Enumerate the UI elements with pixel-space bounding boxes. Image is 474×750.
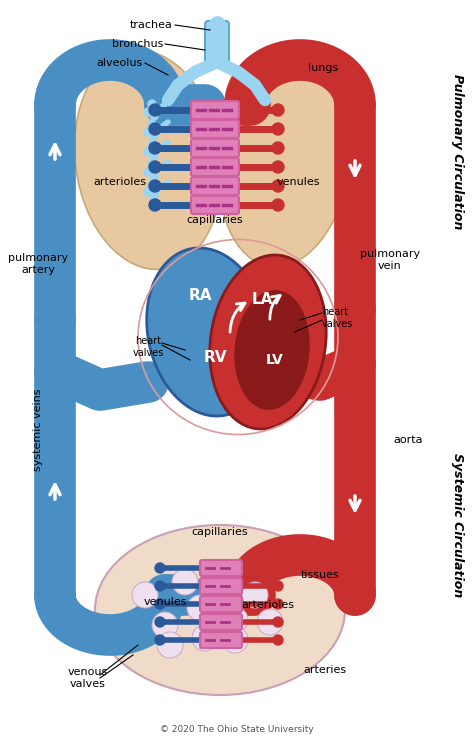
Text: venules: venules <box>143 597 187 607</box>
Circle shape <box>155 617 165 627</box>
Text: pulmonary
artery: pulmonary artery <box>8 254 68 274</box>
Circle shape <box>150 152 158 160</box>
Circle shape <box>273 563 283 573</box>
Circle shape <box>149 123 161 135</box>
Text: pulmonary
vein: pulmonary vein <box>360 249 420 271</box>
Text: venules: venules <box>276 177 320 187</box>
FancyBboxPatch shape <box>200 614 242 630</box>
Ellipse shape <box>234 290 310 410</box>
Circle shape <box>222 627 248 653</box>
Circle shape <box>192 625 218 651</box>
Text: LA: LA <box>251 292 273 308</box>
Circle shape <box>187 595 213 621</box>
Text: capillaries: capillaries <box>191 527 248 537</box>
Circle shape <box>157 632 183 658</box>
FancyBboxPatch shape <box>191 101 239 119</box>
Circle shape <box>144 148 152 156</box>
Circle shape <box>150 132 158 140</box>
Circle shape <box>132 582 158 608</box>
Circle shape <box>150 172 158 180</box>
Circle shape <box>152 612 178 638</box>
Circle shape <box>155 563 165 573</box>
Circle shape <box>155 635 165 645</box>
Circle shape <box>149 104 161 116</box>
FancyBboxPatch shape <box>200 578 242 594</box>
Circle shape <box>148 160 156 168</box>
Ellipse shape <box>95 525 345 695</box>
Text: trachea: trachea <box>130 20 173 30</box>
Text: arteries: arteries <box>303 665 346 675</box>
Circle shape <box>272 123 284 135</box>
Circle shape <box>272 199 284 211</box>
Circle shape <box>149 199 161 211</box>
Circle shape <box>150 112 158 120</box>
Circle shape <box>273 635 283 645</box>
Text: alveolus: alveolus <box>97 58 143 68</box>
Text: tissues: tissues <box>301 570 339 580</box>
Text: heart
valves: heart valves <box>322 308 354 328</box>
FancyBboxPatch shape <box>205 21 229 65</box>
Circle shape <box>222 607 248 633</box>
Circle shape <box>155 599 165 609</box>
FancyBboxPatch shape <box>191 196 239 214</box>
Circle shape <box>148 180 156 188</box>
Ellipse shape <box>219 53 351 267</box>
FancyBboxPatch shape <box>191 120 239 138</box>
FancyBboxPatch shape <box>191 177 239 195</box>
Text: bronchus: bronchus <box>111 39 163 49</box>
Text: RA: RA <box>188 287 212 302</box>
Ellipse shape <box>210 255 326 429</box>
Text: © 2020 The Ohio State University: © 2020 The Ohio State University <box>160 725 314 734</box>
Circle shape <box>257 609 283 635</box>
Text: systemic veins: systemic veins <box>33 388 43 471</box>
Circle shape <box>149 161 161 173</box>
Circle shape <box>272 180 284 192</box>
Circle shape <box>273 581 283 591</box>
Circle shape <box>172 569 198 595</box>
Circle shape <box>149 180 161 192</box>
Text: RV: RV <box>203 350 227 364</box>
FancyBboxPatch shape <box>200 632 242 648</box>
Text: arterioles: arterioles <box>241 600 294 610</box>
Circle shape <box>144 168 152 176</box>
Circle shape <box>149 142 161 154</box>
Circle shape <box>155 581 165 591</box>
Circle shape <box>144 108 152 116</box>
Circle shape <box>148 140 156 148</box>
Ellipse shape <box>147 248 269 416</box>
Circle shape <box>144 188 152 196</box>
FancyBboxPatch shape <box>191 139 239 157</box>
FancyBboxPatch shape <box>200 560 242 576</box>
Text: LV: LV <box>266 353 284 367</box>
Ellipse shape <box>74 50 221 269</box>
Circle shape <box>272 142 284 154</box>
Circle shape <box>242 582 268 608</box>
Circle shape <box>273 599 283 609</box>
Text: Pulmonary Circulation: Pulmonary Circulation <box>452 74 465 230</box>
Text: aorta: aorta <box>393 435 423 445</box>
Text: heart
valves: heart valves <box>132 336 164 358</box>
Text: capillaries: capillaries <box>187 215 243 225</box>
Text: venous
valves: venous valves <box>68 668 108 688</box>
Circle shape <box>148 120 156 128</box>
Circle shape <box>148 100 156 108</box>
Text: lungs: lungs <box>308 63 338 73</box>
Circle shape <box>144 128 152 136</box>
Text: Systemic Circulation: Systemic Circulation <box>452 453 465 597</box>
FancyBboxPatch shape <box>191 158 239 176</box>
Circle shape <box>273 617 283 627</box>
Circle shape <box>272 104 284 116</box>
Circle shape <box>205 575 231 601</box>
FancyBboxPatch shape <box>200 596 242 612</box>
Circle shape <box>272 161 284 173</box>
Circle shape <box>150 192 158 200</box>
Text: arterioles: arterioles <box>93 177 146 187</box>
